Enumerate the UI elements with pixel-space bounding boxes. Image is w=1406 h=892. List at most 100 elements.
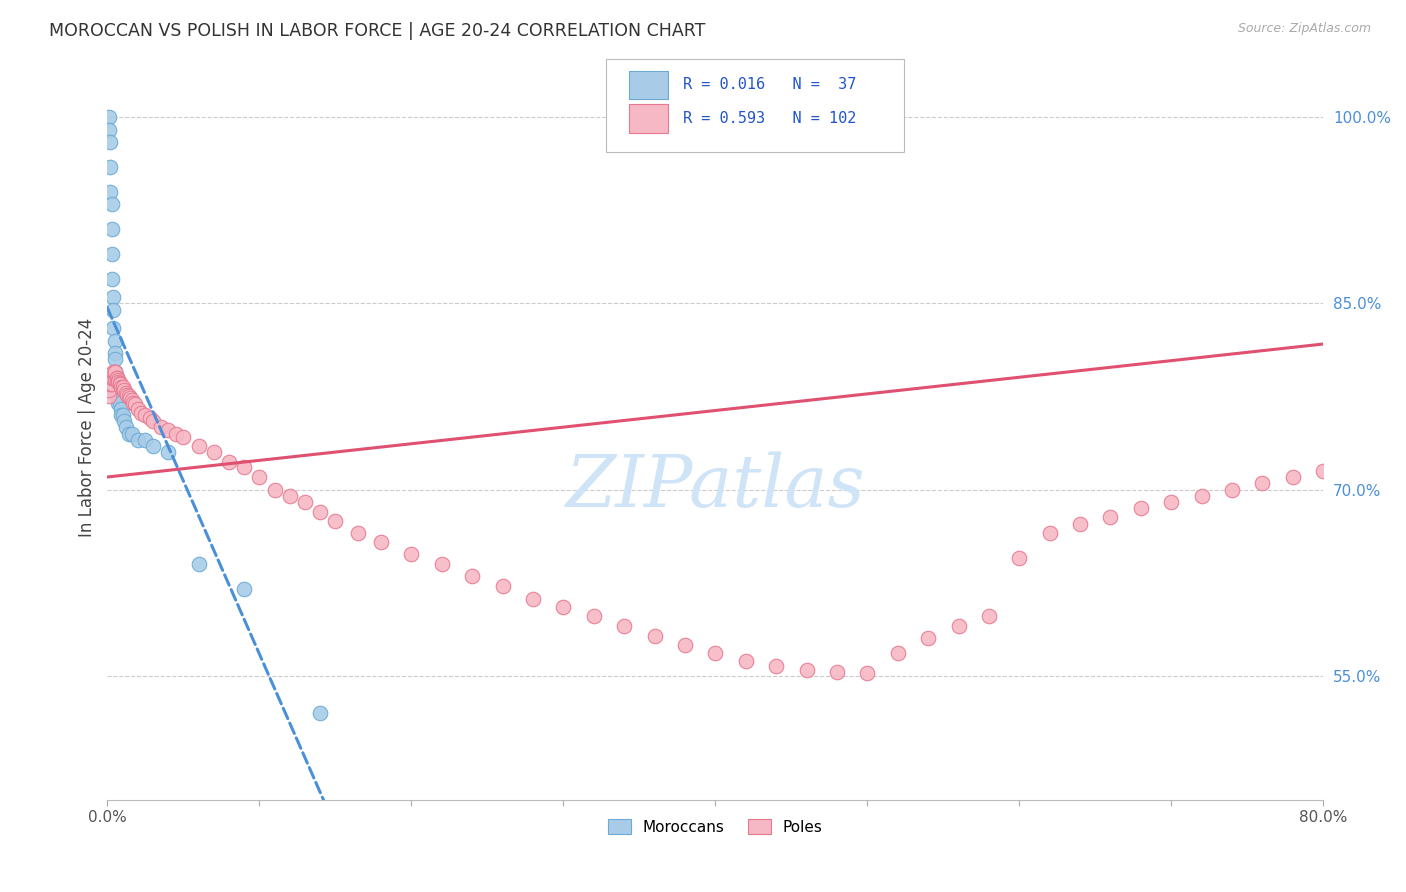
Point (1334, 265, 1357, 279)
Point (104, 365, 127, 379)
Point (107, 373, 129, 387)
Point (1039, 526, 1062, 541)
Point (121, 393, 143, 408)
Point (112, 384, 135, 398)
Point (100, 371, 122, 385)
Point (1396, 178, 1406, 193)
Point (105, 384, 128, 398)
Point (100, 135, 122, 149)
Point (127, 433, 149, 447)
Point (105, 377, 128, 392)
Point (309, 706, 332, 720)
Point (202, 445, 225, 459)
Point (1358, 222, 1381, 236)
Point (142, 439, 165, 453)
Point (120, 391, 142, 405)
Point (856, 666, 879, 681)
Point (1365, 210, 1388, 224)
Point (157, 445, 180, 459)
Point (1251, 476, 1274, 491)
Point (103, 365, 125, 379)
Point (115, 388, 138, 402)
Point (97, 389, 120, 403)
Point (101, 222, 124, 236)
Point (765, 658, 787, 673)
Point (825, 665, 848, 679)
Text: MOROCCAN VS POLISH IN LABOR FORCE | AGE 20-24 CORRELATION CHART: MOROCCAN VS POLISH IN LABOR FORCE | AGE … (49, 22, 706, 40)
Point (111, 379, 134, 393)
Bar (628, 104, 668, 133)
Bar (628, 70, 668, 99)
Point (104, 334, 127, 348)
Point (104, 352, 127, 367)
Point (104, 365, 127, 379)
Point (172, 430, 194, 444)
Point (430, 557, 453, 571)
Point (149, 420, 172, 434)
Point (108, 377, 131, 392)
Point (110, 408, 132, 422)
Point (107, 375, 129, 389)
Point (263, 483, 285, 497)
Point (370, 534, 392, 549)
Point (111, 381, 134, 395)
Point (1312, 464, 1334, 478)
Point (948, 619, 970, 633)
Point (108, 395, 131, 409)
Point (100, 185, 122, 199)
Point (122, 395, 145, 409)
Point (165, 426, 187, 441)
Point (100, 377, 122, 392)
Point (134, 408, 156, 422)
Point (111, 408, 134, 422)
Point (187, 439, 209, 453)
Point (129, 406, 152, 420)
Point (142, 414, 165, 428)
Point (796, 663, 818, 677)
Point (1129, 501, 1152, 516)
Point (1191, 489, 1213, 503)
Point (233, 582, 256, 596)
Point (108, 389, 131, 403)
Point (491, 579, 513, 593)
Point (734, 654, 756, 668)
Point (114, 420, 136, 434)
Point (1220, 483, 1243, 497)
Point (104, 346, 127, 360)
Point (118, 426, 141, 441)
Point (644, 629, 666, 643)
Point (1381, 191, 1403, 205)
Text: R = 0.016   N =  37: R = 0.016 N = 37 (682, 78, 856, 93)
Point (309, 505, 332, 519)
Point (103, 321, 125, 335)
Point (325, 514, 347, 528)
Point (114, 385, 136, 400)
Point (108, 376, 131, 390)
Point (105, 371, 128, 385)
Point (101, 197, 124, 211)
Point (294, 495, 316, 509)
Point (105, 371, 128, 385)
Point (112, 414, 135, 428)
Point (103, 302, 125, 317)
Point (347, 526, 370, 541)
Point (1343, 252, 1365, 267)
Point (103, 371, 125, 385)
Point (673, 638, 696, 652)
Point (461, 569, 484, 583)
Point (105, 371, 128, 385)
Point (103, 290, 125, 304)
Point (97, 110, 120, 124)
Point (1327, 321, 1350, 335)
Point (1099, 509, 1122, 524)
Point (118, 389, 141, 403)
Point (278, 489, 301, 503)
Point (139, 410, 162, 425)
Point (1388, 185, 1406, 199)
Point (704, 647, 727, 661)
Text: Source: ZipAtlas.com: Source: ZipAtlas.com (1237, 22, 1371, 36)
Point (613, 619, 636, 633)
Point (110, 401, 132, 416)
Legend: Moroccans, Poles: Moroccans, Poles (602, 813, 830, 840)
Point (121, 426, 143, 441)
